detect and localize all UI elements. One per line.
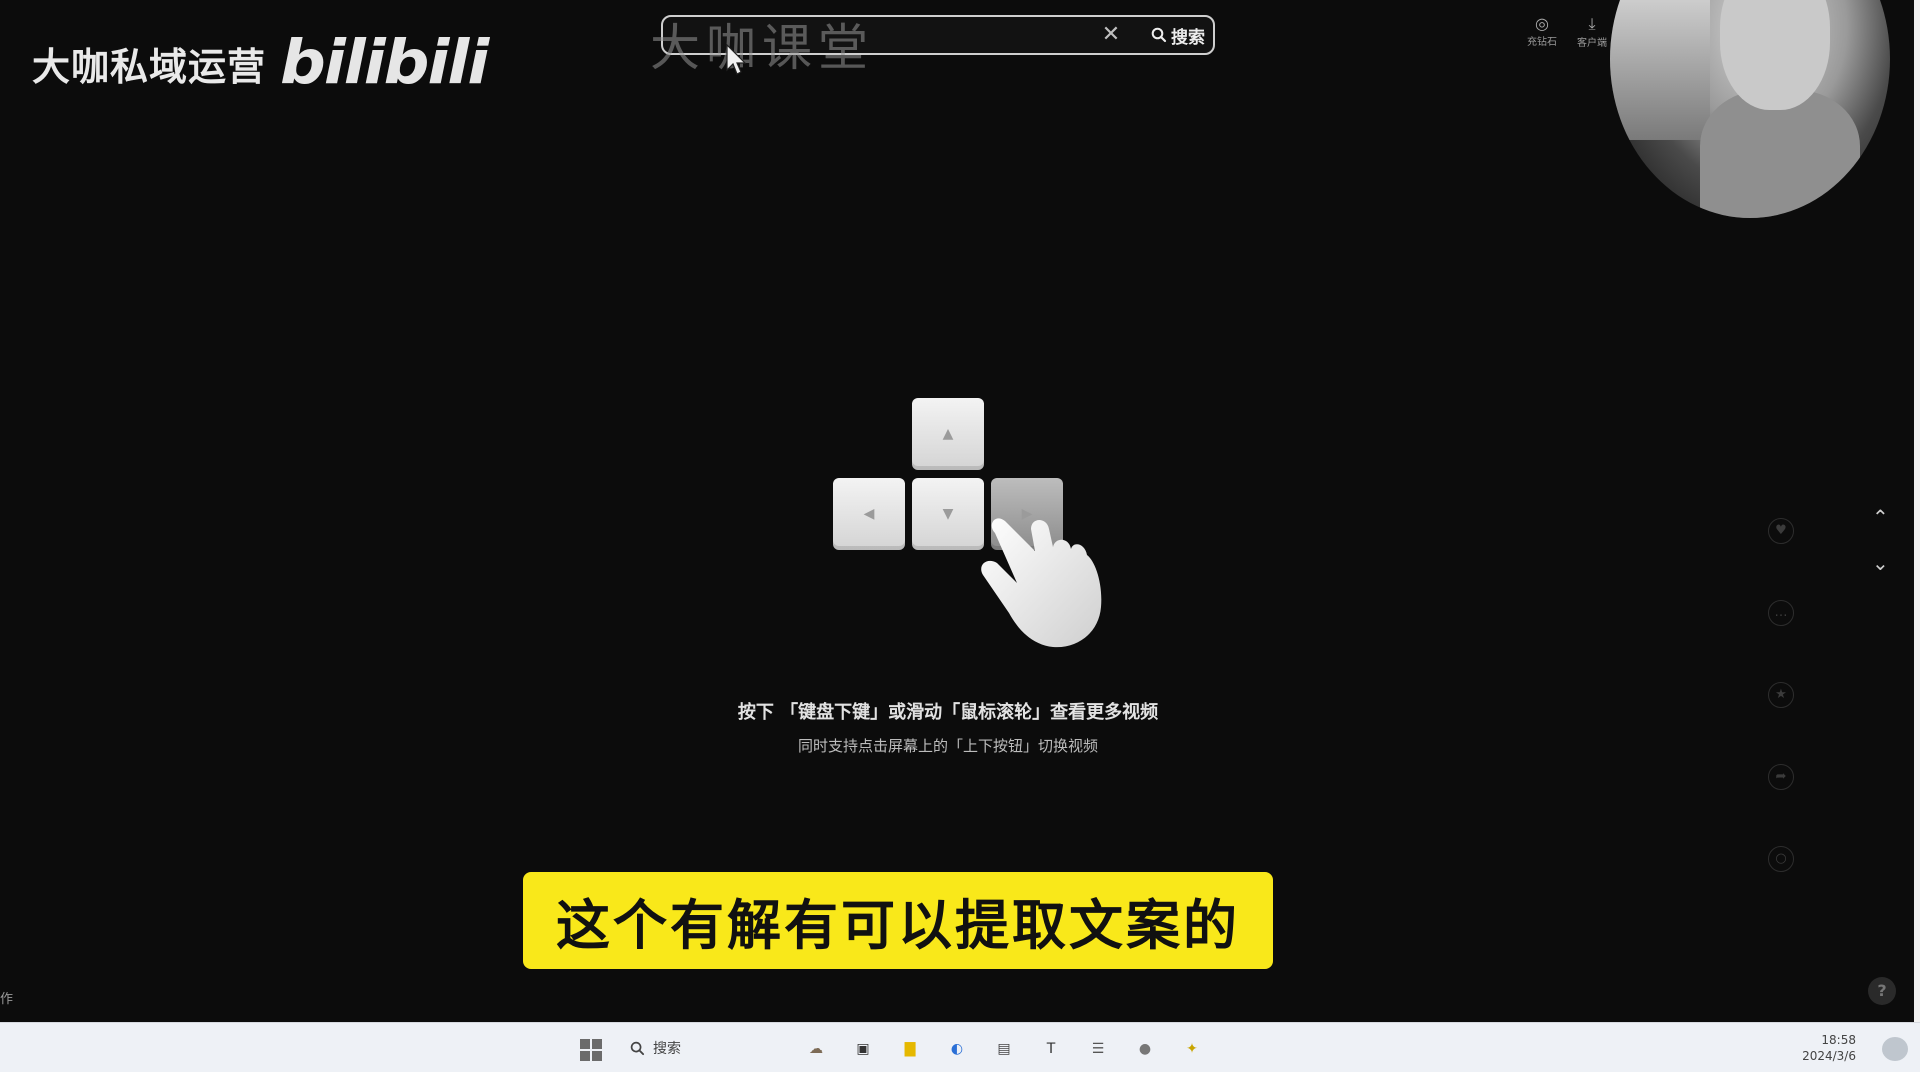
paint-icon[interactable]: ✦ bbox=[1186, 1041, 1198, 1057]
top-icon-recharge[interactable]: ◎ 充钻石 bbox=[1524, 14, 1560, 49]
taskbar: 搜索 ☁ ▣ ▇ ◐ ▤ T ☰ ● ✦ 18:58 2024/3/6 bbox=[0, 1022, 1920, 1072]
search-icon bbox=[1151, 27, 1167, 43]
edge-icon[interactable]: ◐ bbox=[950, 1041, 964, 1057]
search-icon bbox=[630, 1041, 645, 1055]
watermark-text: 大咖私域运营 bbox=[32, 44, 267, 89]
top-icon-client[interactable]: ⤓ 客户端 bbox=[1574, 14, 1610, 49]
pointing-hand-icon bbox=[981, 518, 1102, 648]
favorite-icon[interactable]: ★ bbox=[1768, 682, 1794, 708]
help-icon[interactable]: ? bbox=[1868, 977, 1896, 1005]
top-icon-label: 客户端 bbox=[1577, 38, 1607, 49]
system-clock[interactable]: 18:58 2024/3/6 bbox=[1802, 1032, 1856, 1064]
taskbar-search[interactable]: 搜索 bbox=[630, 1038, 681, 1058]
typora-icon[interactable]: T bbox=[1046, 1041, 1056, 1057]
comment-icon[interactable]: … bbox=[1768, 600, 1794, 626]
search-overlay-text: 大咖课堂 bbox=[650, 19, 874, 77]
like-icon[interactable]: ♥ bbox=[1768, 518, 1794, 544]
keyboard-hint-illustration: ▲ ◀ ▼ ▶ bbox=[833, 398, 1133, 648]
search-bar[interactable]: ✕ 搜索 bbox=[661, 15, 1215, 55]
webcam-background bbox=[1610, 0, 1710, 140]
side-action-bar: ♥ … ★ ➦ ○ bbox=[1768, 518, 1794, 928]
bilibili-logo: bilibili bbox=[280, 27, 489, 99]
widgets-icon[interactable]: ☁ bbox=[809, 1041, 823, 1057]
diamond-icon: ◎ bbox=[1535, 14, 1549, 33]
download-icon: ⤓ bbox=[1588, 14, 1596, 33]
video-nav: ⌃ ⌄ bbox=[1872, 505, 1889, 597]
top-toolbar: ◎ 充钻石 ⤓ 客户端 bbox=[1524, 14, 1610, 49]
top-icon-label: 充钻石 bbox=[1527, 37, 1557, 48]
subtitle-caption: 这个有解有可以提取文案的 bbox=[523, 872, 1273, 969]
edge-fragment-text: 作 bbox=[0, 992, 14, 1007]
search-button-label: 搜索 bbox=[1171, 27, 1205, 48]
key-left-icon: ◀ bbox=[833, 478, 905, 550]
search-button[interactable]: 搜索 bbox=[1151, 21, 1205, 49]
taskbar-search-label: 搜索 bbox=[653, 1041, 681, 1057]
tray-avatar-icon[interactable] bbox=[1882, 1037, 1908, 1061]
task-view-icon[interactable]: ▣ bbox=[856, 1041, 870, 1057]
channel-watermark: 大咖私域运营 bilibili bbox=[32, 26, 489, 100]
clock-time: 18:58 bbox=[1821, 1033, 1856, 1047]
mouse-cursor-icon bbox=[726, 44, 747, 75]
notepad-icon[interactable]: ☰ bbox=[1091, 1041, 1105, 1057]
webcam-overlay bbox=[1610, 0, 1890, 218]
prev-video-icon[interactable]: ⌃ bbox=[1872, 505, 1889, 529]
webcam-person-face bbox=[1720, 0, 1830, 110]
key-up-icon: ▲ bbox=[912, 398, 984, 470]
webcam-person-body bbox=[1700, 90, 1860, 218]
search-input[interactable] bbox=[671, 20, 1095, 52]
more-icon[interactable]: ○ bbox=[1768, 846, 1794, 872]
instruction-sub: 同时支持点击屏幕上的「上下按钮」切换视频 bbox=[797, 737, 1098, 755]
window-edge bbox=[1914, 0, 1920, 1022]
store-icon[interactable]: ▤ bbox=[997, 1041, 1011, 1057]
recorder-icon[interactable]: ● bbox=[1138, 1041, 1152, 1057]
clock-date: 2024/3/6 bbox=[1802, 1049, 1856, 1063]
instruction-main: 按下 「键盘下键」或滑动「鼠标滚轮」查看更多视频 bbox=[737, 702, 1159, 723]
next-video-icon[interactable]: ⌄ bbox=[1872, 551, 1889, 575]
share-icon[interactable]: ➦ bbox=[1768, 764, 1794, 790]
file-explorer-icon[interactable]: ▇ bbox=[904, 1041, 916, 1057]
subtitle-text: 这个有解有可以提取文案的 bbox=[556, 894, 1240, 957]
key-down-icon: ▼ bbox=[912, 478, 984, 550]
clear-icon[interactable]: ✕ bbox=[1101, 22, 1121, 47]
start-icon[interactable] bbox=[580, 1039, 602, 1061]
